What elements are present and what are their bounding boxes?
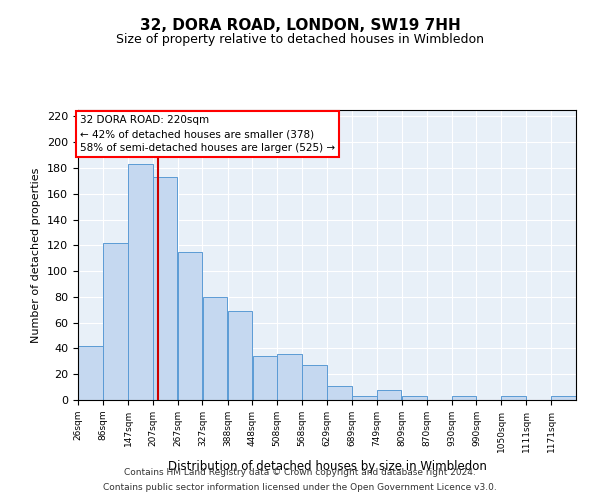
- Bar: [78, 346, 103, 400]
- Bar: [302, 365, 327, 400]
- Bar: [103, 243, 128, 400]
- Text: Size of property relative to detached houses in Wimbledon: Size of property relative to detached ho…: [116, 32, 484, 46]
- Bar: [228, 311, 252, 400]
- Text: 32, DORA ROAD, LONDON, SW19 7HH: 32, DORA ROAD, LONDON, SW19 7HH: [140, 18, 460, 32]
- Text: Contains public sector information licensed under the Open Government Licence v3: Contains public sector information licen…: [103, 483, 497, 492]
- Bar: [377, 390, 401, 400]
- Bar: [178, 252, 202, 400]
- Bar: [551, 396, 576, 400]
- Bar: [277, 354, 302, 400]
- Text: Contains HM Land Registry data © Crown copyright and database right 2024.: Contains HM Land Registry data © Crown c…: [124, 468, 476, 477]
- Bar: [402, 396, 427, 400]
- Text: 32 DORA ROAD: 220sqm
← 42% of detached houses are smaller (378)
58% of semi-deta: 32 DORA ROAD: 220sqm ← 42% of detached h…: [80, 115, 335, 153]
- Y-axis label: Number of detached properties: Number of detached properties: [31, 168, 41, 342]
- Bar: [502, 396, 526, 400]
- Bar: [128, 164, 152, 400]
- Bar: [452, 396, 476, 400]
- Bar: [253, 356, 277, 400]
- Bar: [352, 396, 377, 400]
- X-axis label: Distribution of detached houses by size in Wimbledon: Distribution of detached houses by size …: [167, 460, 487, 473]
- Bar: [203, 297, 227, 400]
- Bar: [153, 177, 178, 400]
- Bar: [328, 386, 352, 400]
